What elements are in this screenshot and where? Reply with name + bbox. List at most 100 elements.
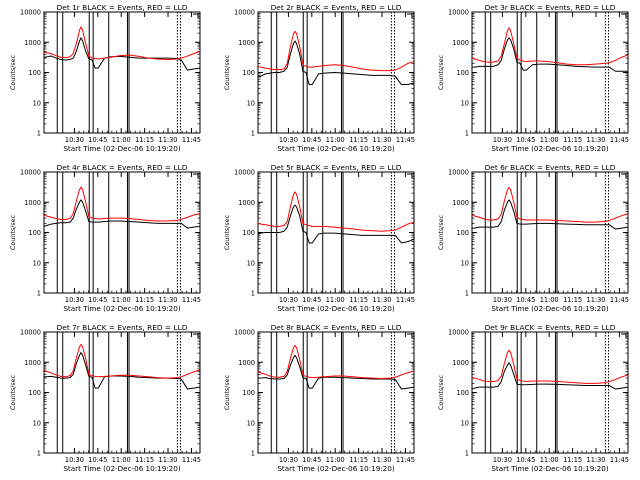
y-tick-label: 100: [242, 229, 255, 237]
y-tick-label: 10: [461, 419, 469, 427]
x-tick-label: 11:45: [396, 456, 415, 464]
y-axis-label: Counts/sec: [9, 214, 17, 250]
detector-panel: [43, 11, 201, 134]
series-line-lld: [43, 26, 201, 60]
y-tick-label: 100: [242, 69, 255, 77]
panel-title: Det 7r BLACK = Events, RED = LLD: [57, 323, 188, 332]
x-tick-label: 10:30: [65, 456, 84, 464]
series-line-lld: [257, 30, 415, 72]
y-tick-label: 10: [247, 419, 255, 427]
plot-frame: [43, 11, 201, 134]
x-tick-label: 11:15: [349, 136, 368, 144]
y-tick-label: 10000: [20, 169, 41, 177]
x-tick-label: 11:45: [182, 296, 201, 304]
y-tick-label: 1000: [238, 359, 255, 367]
x-tick-label: 11:45: [610, 456, 629, 464]
y-tick-label: 100: [28, 389, 41, 397]
y-axis-label: Counts/sec: [223, 214, 231, 250]
panel-title: Det 8r BLACK = Events, RED = LLD: [271, 323, 402, 332]
x-axis-label: Start Time (02-Dec-06 10:19:20): [277, 304, 394, 313]
y-tick-label: 10: [247, 259, 255, 267]
flag-mark: [192, 333, 199, 338]
plot-frame: [257, 331, 415, 454]
detector-panel: [43, 331, 201, 454]
x-axis-label: Start Time (02-Dec-06 10:19:20): [491, 304, 608, 313]
flag-mark: [406, 173, 413, 178]
x-tick-label: 11:00: [112, 456, 131, 464]
series-line-events: [257, 204, 415, 244]
x-tick-label: 11:30: [587, 296, 606, 304]
x-tick-label: 11:00: [326, 456, 345, 464]
x-tick-label: 11:45: [396, 136, 415, 144]
x-tick-label: 11:15: [563, 456, 582, 464]
y-tick-label: 1: [465, 450, 469, 458]
y-tick-label: 1: [37, 130, 41, 138]
y-tick-label: 10: [33, 419, 41, 427]
y-tick-label: 10000: [448, 169, 469, 177]
y-tick-label: 10000: [20, 9, 41, 17]
series-line-lld: [257, 191, 415, 232]
y-tick-label: 1000: [452, 359, 469, 367]
flag-mark: [620, 333, 627, 338]
x-tick-label: 10:30: [279, 296, 298, 304]
series-line-lld: [257, 344, 415, 380]
y-tick-label: 10000: [234, 169, 255, 177]
y-axis-label: Counts/sec: [437, 374, 445, 410]
x-tick-label: 11:00: [326, 296, 345, 304]
flag-mark: [406, 333, 413, 338]
detector-panel: [471, 11, 629, 134]
y-tick-label: 1000: [238, 39, 255, 47]
y-tick-label: 100: [28, 229, 41, 237]
y-tick-label: 10: [461, 99, 469, 107]
x-tick-label: 11:30: [159, 456, 178, 464]
y-tick-label: 1: [465, 130, 469, 138]
series-line-lld: [43, 343, 201, 379]
panel-title: Det 4r BLACK = Events, RED = LLD: [57, 163, 188, 172]
series-line-events: [472, 199, 629, 230]
y-tick-label: 100: [456, 389, 469, 397]
panel-title: Det 6r BLACK = Events, RED = LLD: [485, 163, 616, 172]
y-tick-label: 10: [33, 259, 41, 267]
x-tick-label: 11:15: [135, 456, 154, 464]
x-tick-label: 11:00: [326, 136, 345, 144]
detector-panel: [257, 331, 415, 454]
plot-frame: [471, 331, 629, 454]
x-axis-label: Start Time (02-Dec-06 10:19:20): [491, 464, 608, 473]
x-axis-label: Start Time (02-Dec-06 10:19:20): [63, 304, 180, 313]
y-tick-label: 1: [251, 130, 255, 138]
series-line-events: [44, 352, 201, 390]
x-tick-label: 10:30: [65, 296, 84, 304]
detector-panel: [257, 171, 415, 294]
series-line-events: [43, 199, 201, 229]
y-tick-label: 10000: [448, 9, 469, 17]
y-tick-label: 10: [247, 99, 255, 107]
series-line-lld: [471, 186, 629, 223]
y-axis-label: Counts/sec: [9, 54, 17, 90]
y-tick-label: 10: [461, 259, 469, 267]
plot-frame: [471, 171, 629, 294]
y-tick-label: 10000: [234, 9, 255, 17]
x-tick-label: 11:30: [587, 456, 606, 464]
y-axis-label: Counts/sec: [223, 374, 231, 410]
y-tick-label: 1: [465, 290, 469, 298]
x-tick-label: 11:45: [610, 136, 629, 144]
x-tick-label: 11:45: [396, 296, 415, 304]
x-axis-label: Start Time (02-Dec-06 10:19:20): [63, 464, 180, 473]
y-tick-label: 100: [242, 389, 255, 397]
x-tick-label: 11:00: [540, 296, 559, 304]
x-tick-label: 11:45: [182, 136, 201, 144]
x-tick-label: 10:30: [65, 136, 84, 144]
y-tick-label: 1000: [24, 39, 41, 47]
y-tick-label: 10000: [448, 329, 469, 337]
series-line-lld: [43, 186, 201, 222]
y-tick-label: 1: [251, 450, 255, 458]
series-line-events: [472, 37, 628, 72]
detector-panel: [43, 171, 201, 294]
y-tick-label: 100: [28, 69, 41, 77]
x-tick-label: 10:45: [516, 296, 535, 304]
series-line-events: [43, 37, 201, 71]
x-tick-label: 11:30: [373, 296, 392, 304]
panel-title: Det 5r BLACK = Events, RED = LLD: [271, 163, 402, 172]
panel-title: Det 2r BLACK = Events, RED = LLD: [271, 3, 402, 12]
